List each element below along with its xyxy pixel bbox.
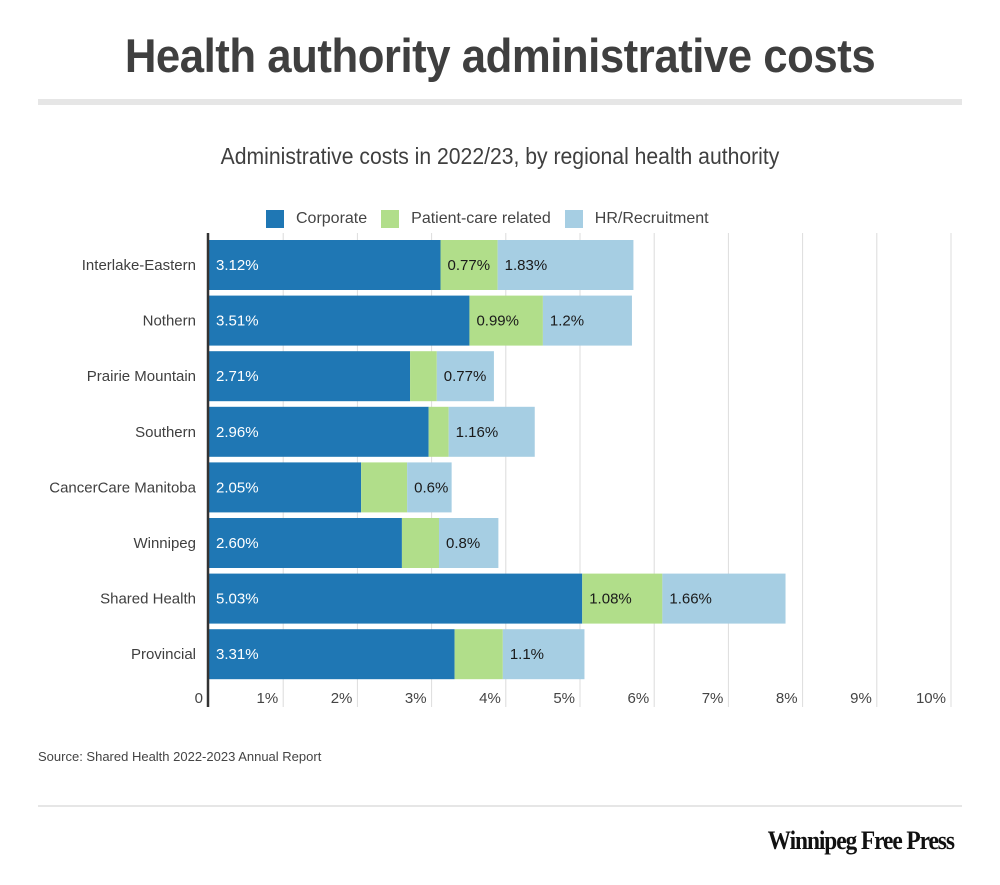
category-label: Provincial bbox=[131, 646, 196, 663]
bar-value-label: 2.71% bbox=[216, 368, 259, 385]
category-label: Southern bbox=[135, 424, 196, 441]
legend-item-corporate: Corporate bbox=[266, 210, 367, 228]
chart-subtitle: Administrative costs in 2022/23, by regi… bbox=[220, 143, 780, 169]
bar-segment-corporate bbox=[209, 573, 583, 624]
legend-item-hr-recruitment: HR/Recruitment bbox=[564, 210, 709, 228]
category-label: Winnipeg bbox=[133, 535, 196, 552]
bar-segment-corporate bbox=[209, 351, 411, 402]
bar-value-label: 2.60% bbox=[216, 535, 259, 552]
bar-segment-patient-care-related bbox=[361, 462, 408, 513]
bar-segment-patient-care-related bbox=[410, 351, 437, 402]
bar-value-label: 0.77% bbox=[448, 257, 491, 274]
bar-segment-patient-care-related bbox=[454, 629, 503, 680]
category-label: Shared Health bbox=[100, 591, 196, 608]
bar-value-label: 0.99% bbox=[476, 313, 519, 330]
source-note: Source: Shared Health 2022-2023 Annual R… bbox=[38, 749, 322, 764]
bar-segment-hr-recruitment bbox=[436, 351, 494, 402]
bar-segment-corporate bbox=[209, 518, 402, 568]
x-tick-label: 5% bbox=[553, 690, 575, 707]
category-labels: Interlake-Eastern Nothern Prairie Mountain… bbox=[49, 257, 196, 663]
bar-segment-corporate bbox=[209, 629, 455, 680]
bar-value-label: 0.8% bbox=[446, 535, 480, 552]
bar-value-label: 0.6% bbox=[414, 479, 448, 496]
legend-label-corporate: Corporate bbox=[296, 210, 368, 227]
bar-value-label: 1.83% bbox=[505, 257, 548, 274]
bar-value-label: 0.77% bbox=[444, 368, 487, 385]
bar-segment-hr-recruitment bbox=[542, 295, 632, 346]
title-divider bbox=[38, 99, 962, 105]
bar-segment-patient-care-related bbox=[401, 518, 440, 568]
bar-value-label: 3.12% bbox=[216, 257, 259, 274]
bar-segment-hr-recruitment bbox=[448, 406, 535, 457]
legend-swatch-corporate bbox=[266, 210, 284, 228]
bar-segment-hr-recruitment bbox=[407, 462, 452, 513]
bar-value-label: 3.51% bbox=[216, 313, 259, 330]
category-label: Nothern bbox=[143, 313, 196, 330]
x-tick-labels: 0 1% 2% 3% 4% 5% 6% 7% 8% 9% 10% bbox=[195, 690, 946, 707]
x-tick-label: 3% bbox=[405, 690, 427, 707]
bar-segment-hr-recruitment bbox=[497, 240, 634, 290]
legend: Corporate Patient-care related HR/Recrui… bbox=[266, 208, 723, 230]
category-label: Interlake-Eastern bbox=[82, 257, 196, 274]
bar-value-label: 2.96% bbox=[216, 424, 259, 441]
bar-value-label: 1.16% bbox=[456, 424, 499, 441]
legend-label-patient-care: Patient-care related bbox=[411, 210, 551, 227]
bar-segment-patient-care-related bbox=[469, 295, 543, 346]
bar-segment-hr-recruitment bbox=[439, 518, 499, 568]
bar-segment-corporate bbox=[209, 240, 441, 290]
bar-value-label: 1.08% bbox=[589, 591, 632, 608]
bar-value-label: 2.05% bbox=[216, 479, 259, 496]
brand-logo: Winnipeg Free Press bbox=[767, 826, 955, 855]
legend-label-hr-recruitment: HR/Recruitment bbox=[594, 210, 709, 227]
legend-swatch-patient-care bbox=[381, 210, 400, 228]
x-tick-label: 0 bbox=[195, 690, 203, 707]
bar-segment-hr-recruitment bbox=[502, 629, 585, 680]
category-label: CancerCare Manitoba bbox=[49, 479, 196, 496]
x-tick-label: 2% bbox=[331, 690, 353, 707]
bar-value-label: 1.66% bbox=[669, 591, 712, 608]
bars bbox=[209, 240, 786, 680]
x-tick-label: 10% bbox=[916, 690, 946, 707]
bar-value-label: 1.1% bbox=[510, 646, 544, 663]
x-tick-label: 4% bbox=[479, 690, 501, 707]
x-tick-label: 8% bbox=[776, 690, 798, 707]
bar-labels: 3.12% 0.77% 1.83% 3.51% 0.99% 1.2% 2.71% 0.77% 2… bbox=[216, 257, 712, 663]
footer-divider bbox=[38, 805, 962, 807]
chart-title: Health authority administrative costs bbox=[124, 29, 876, 82]
x-tick-label: 7% bbox=[702, 690, 724, 707]
category-label: Prairie Mountain bbox=[87, 368, 196, 385]
bar-segment-corporate bbox=[209, 295, 470, 346]
legend-item-patient-care: Patient-care related bbox=[381, 210, 551, 228]
x-tick-label: 9% bbox=[850, 690, 872, 707]
bar-segment-corporate bbox=[209, 406, 429, 457]
x-tick-label: 1% bbox=[257, 690, 279, 707]
legend-swatch-hr-recruitment bbox=[564, 210, 583, 228]
bar-segment-hr-recruitment bbox=[662, 573, 786, 624]
x-tick-label: 6% bbox=[628, 690, 650, 707]
bar-segment-corporate bbox=[209, 462, 362, 513]
bar-value-label: 1.2% bbox=[550, 313, 584, 330]
bar-segment-patient-care-related bbox=[582, 573, 663, 624]
bar-segment-patient-care-related bbox=[440, 240, 498, 290]
bar-value-label: 3.31% bbox=[216, 646, 259, 663]
bar-value-label: 5.03% bbox=[216, 591, 259, 608]
bar-segment-patient-care-related bbox=[428, 406, 449, 457]
